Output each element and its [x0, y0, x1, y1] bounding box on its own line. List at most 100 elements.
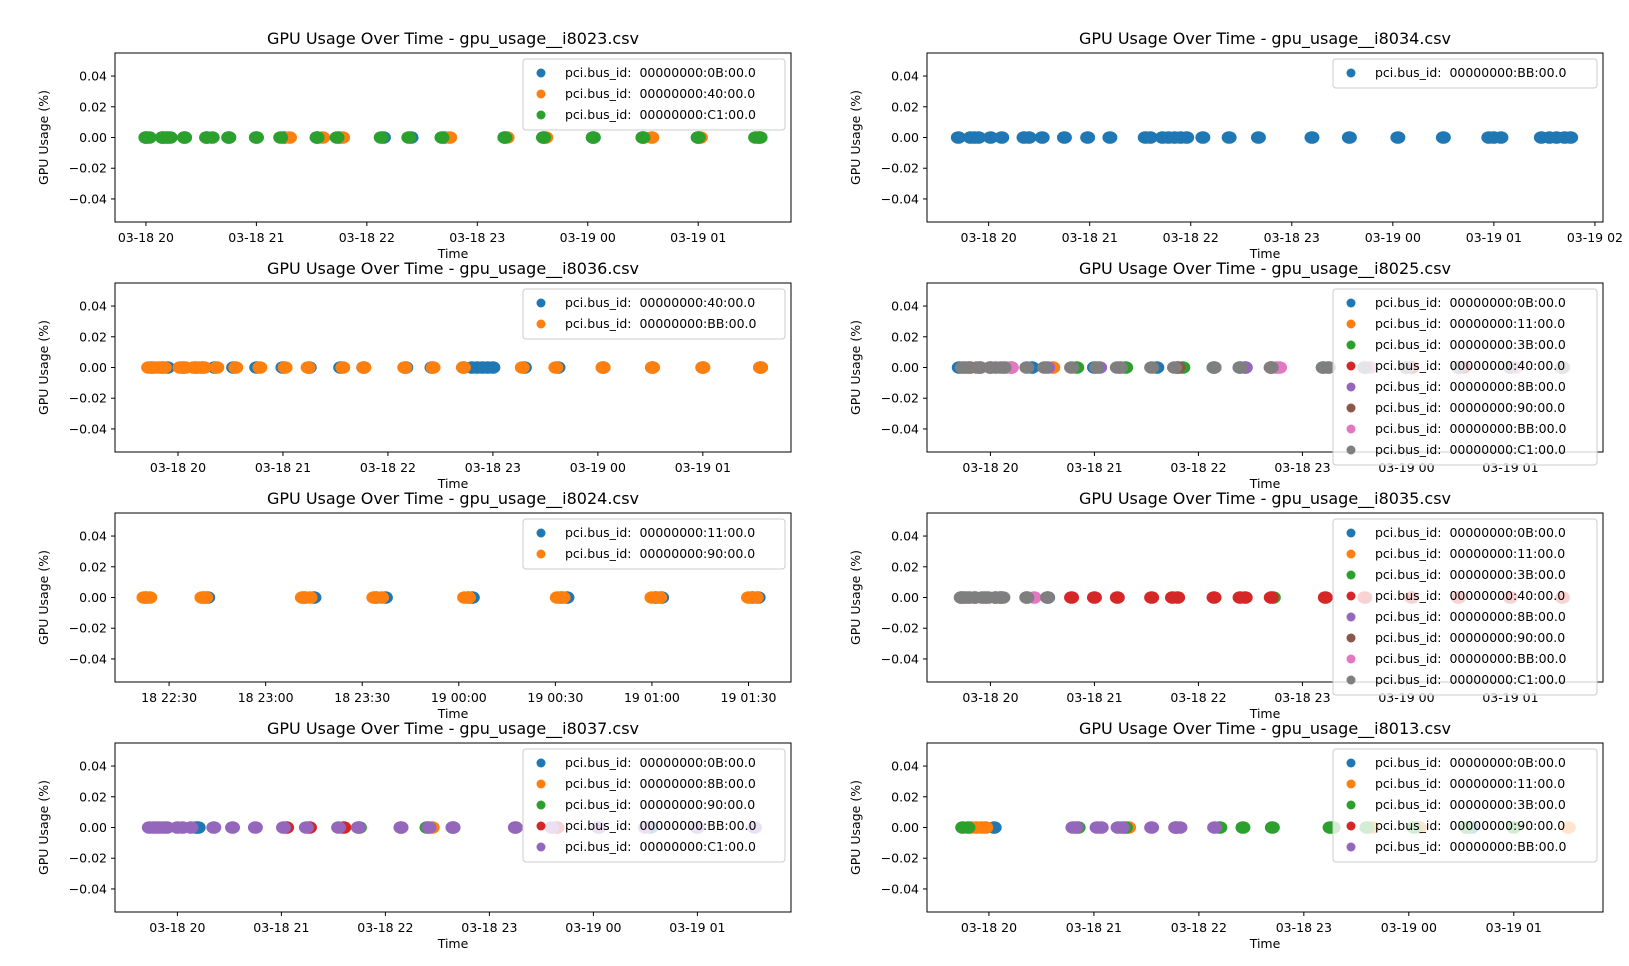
data-point — [421, 821, 437, 834]
y-tick-label: 0.02 — [79, 789, 107, 804]
y-tick-label: −0.02 — [69, 851, 107, 866]
data-point — [204, 131, 220, 144]
y-tick-label: 0.02 — [891, 789, 919, 804]
data-point — [1172, 821, 1188, 834]
data-point — [978, 821, 994, 834]
x-tick-label: 19 01:00 — [624, 690, 680, 705]
data-point — [1232, 361, 1248, 374]
legend-marker — [1346, 445, 1356, 455]
data-point — [635, 131, 651, 144]
x-tick-label: 03-18 21 — [1066, 690, 1122, 705]
y-tick-label: 0.04 — [891, 299, 919, 314]
legend: pci.bus_id: 00000000:40:00.0 pci.bus_id: … — [522, 288, 786, 340]
data-point — [1264, 821, 1280, 834]
y-tick-label: 0.02 — [79, 329, 107, 344]
legend-marker — [536, 549, 546, 559]
subplot-2: GPU Usage Over Time - gpu_usage__i8034.c… — [848, 29, 1623, 261]
y-tick-label: −0.02 — [69, 161, 107, 176]
x-tick-label: 03-19 01 — [669, 920, 725, 935]
data-point — [1206, 361, 1222, 374]
x-tick-label: 03-18 21 — [228, 230, 284, 245]
data-point — [1207, 821, 1223, 834]
x-axis-label: Time — [1249, 706, 1281, 721]
legend-box — [522, 58, 786, 131]
legend: pci.bus_id: 00000000:BB:00.0 — [1332, 58, 1598, 89]
y-tick-label: 0.04 — [79, 69, 107, 84]
data-point — [397, 361, 413, 374]
y-tick-label: 0.04 — [79, 759, 107, 774]
data-point — [507, 821, 523, 834]
legend-label: pci.bus_id: 00000000:90:00.0 — [565, 546, 755, 561]
data-point — [695, 361, 711, 374]
legend-label: pci.bus_id: 00000000:BB:00.0 — [1375, 65, 1567, 80]
y-tick-label: −0.04 — [881, 881, 919, 896]
data-point — [753, 361, 769, 374]
data-point — [350, 821, 366, 834]
y-tick-label: 0.00 — [891, 130, 919, 145]
legend-marker — [1346, 779, 1356, 789]
subplot-5: GPU Usage Over Time - gpu_usage__i8024.c… — [36, 489, 792, 721]
legend-label: pci.bus_id: 00000000:8B:00.0 — [1375, 379, 1566, 394]
y-tick-label: 0.02 — [891, 559, 919, 574]
x-tick-label: 03-18 22 — [1163, 230, 1219, 245]
y-tick-label: 0.04 — [79, 529, 107, 544]
data-point — [595, 361, 611, 374]
y-tick-label: −0.04 — [69, 651, 107, 666]
data-point — [1064, 591, 1080, 604]
data-point — [485, 361, 501, 374]
x-tick-label: 03-18 21 — [1066, 920, 1122, 935]
legend-marker — [1346, 382, 1356, 392]
legend-marker — [536, 110, 546, 120]
legend-box — [1332, 518, 1598, 696]
x-tick-label: 03-18 20 — [962, 690, 1018, 705]
data-point — [209, 361, 225, 374]
axes-frame — [926, 512, 1604, 683]
legend-label: pci.bus_id: 00000000:90:00.0 — [565, 797, 755, 812]
x-tick-label: 03-18 23 — [1264, 230, 1320, 245]
legend-marker — [1346, 654, 1356, 664]
legend-marker — [1346, 612, 1356, 622]
data-point — [514, 361, 530, 374]
legend-label: pci.bus_id: 00000000:C1:00.0 — [565, 839, 756, 854]
data-point — [1109, 591, 1125, 604]
legend-label: pci.bus_id: 00000000:3B:00.0 — [1375, 567, 1566, 582]
legend: pci.bus_id: 00000000:0B:00.0 pci.bus_id: … — [1332, 288, 1598, 466]
data-point — [950, 131, 966, 144]
y-tick-label: 0.02 — [891, 99, 919, 114]
x-tick-label: 19 01:30 — [721, 690, 777, 705]
y-tick-label: 0.00 — [891, 360, 919, 375]
legend-label: pci.bus_id: 00000000:8B:00.0 — [565, 776, 756, 791]
axes-frame — [926, 282, 1604, 453]
legend-marker — [536, 89, 546, 99]
data-point — [1093, 821, 1109, 834]
subplot-title: GPU Usage Over Time - gpu_usage__i8034.c… — [1079, 29, 1451, 49]
x-tick-label: 03-18 21 — [1062, 230, 1118, 245]
legend-marker — [1346, 319, 1356, 329]
data-point — [1304, 131, 1320, 144]
legend-label: pci.bus_id: 00000000:C1:00.0 — [1375, 672, 1566, 687]
y-tick-label: −0.02 — [881, 391, 919, 406]
data-point — [331, 821, 347, 834]
x-axis-label: Time — [1249, 246, 1281, 261]
data-point — [273, 131, 289, 144]
data-point — [1089, 361, 1105, 374]
data-point — [277, 361, 293, 374]
data-point — [162, 131, 178, 144]
data-point — [972, 361, 988, 374]
data-point — [374, 591, 390, 604]
x-tick-label: 03-18 20 — [961, 230, 1017, 245]
points — [141, 361, 769, 374]
legend-marker — [1346, 800, 1356, 810]
legend-marker — [1346, 361, 1356, 371]
legend-marker — [1346, 298, 1356, 308]
subplot-title: GPU Usage Over Time - gpu_usage__i8035.c… — [1079, 489, 1451, 509]
data-point — [434, 131, 450, 144]
axes-frame — [114, 742, 792, 913]
x-tick-label: 03-19 02 — [1567, 230, 1623, 245]
data-point — [159, 821, 175, 834]
legend-marker — [1346, 403, 1356, 413]
x-tick-label: 03-19 01 — [675, 460, 731, 475]
data-point — [356, 361, 372, 374]
y-tick-label: 0.02 — [79, 99, 107, 114]
legend-marker — [1346, 821, 1356, 831]
